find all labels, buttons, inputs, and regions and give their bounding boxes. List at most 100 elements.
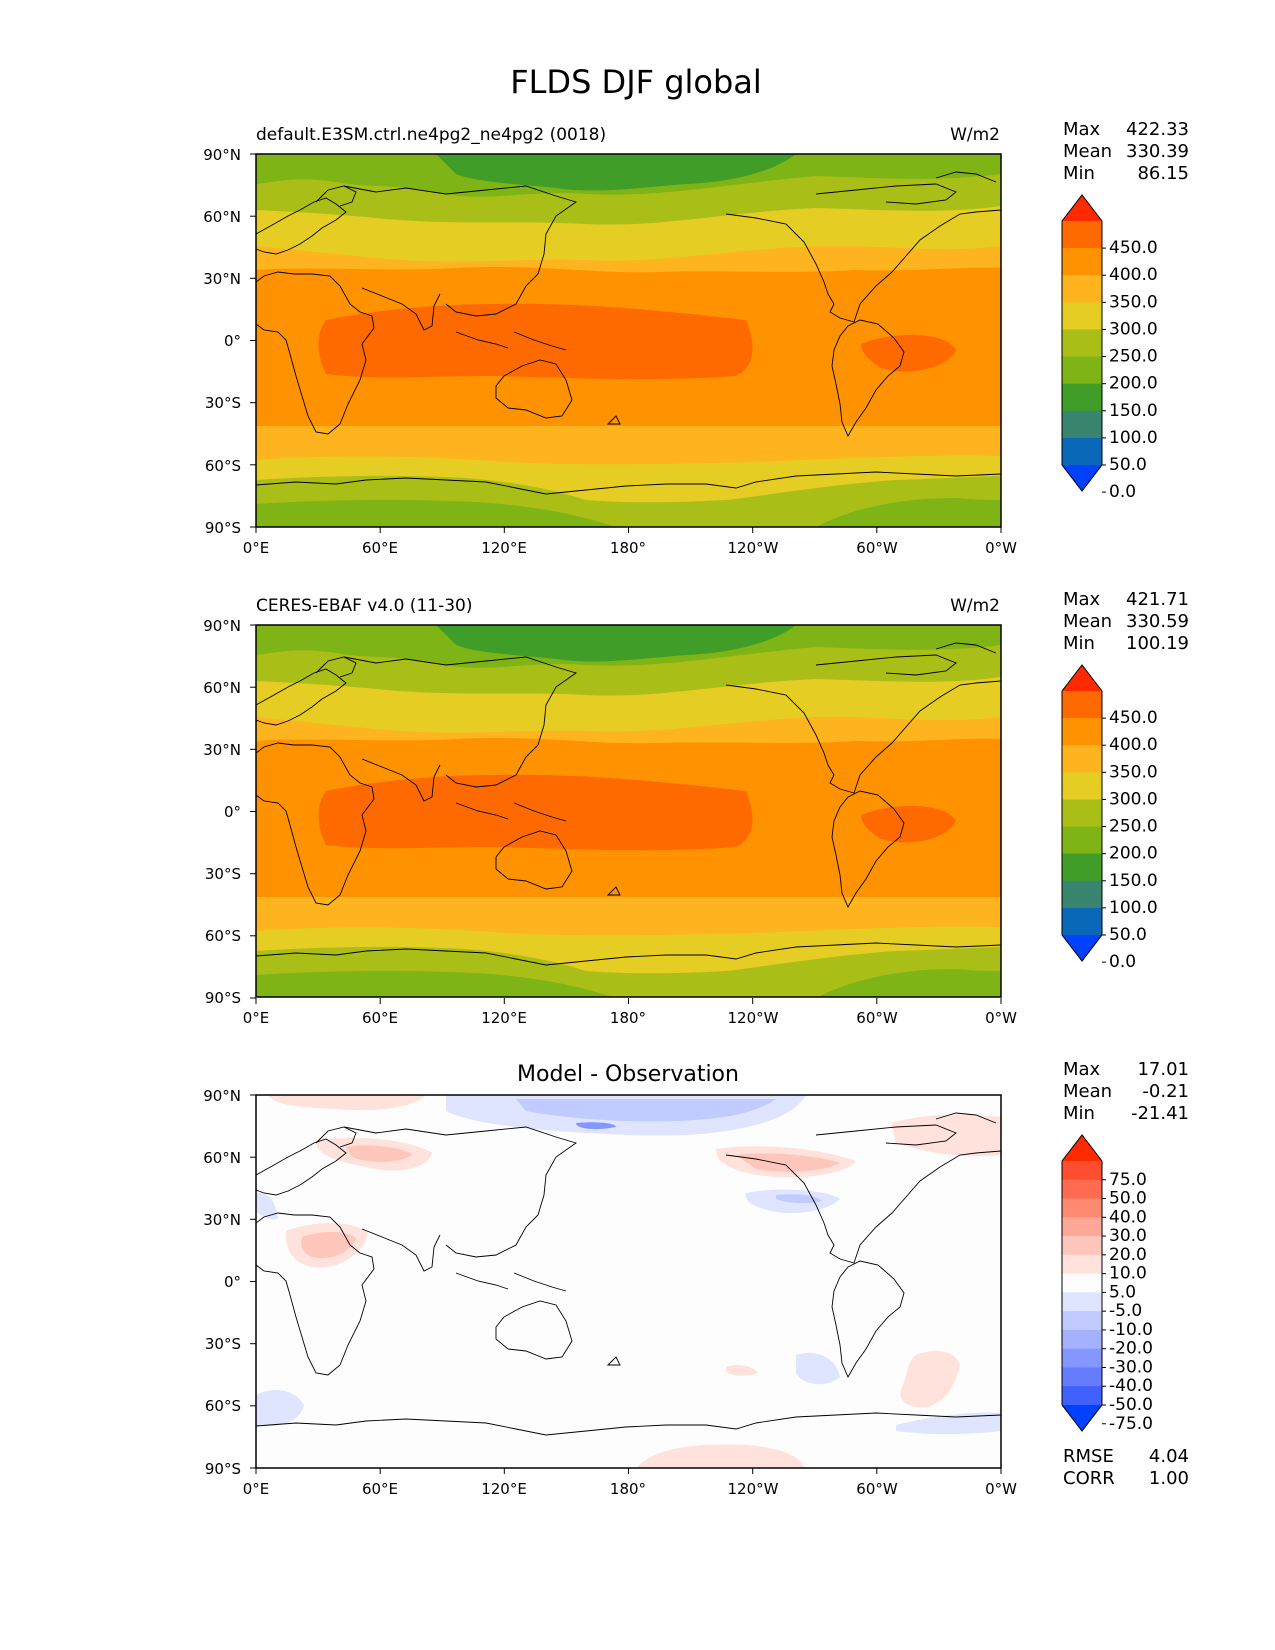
- colorbar-extend-min: [1062, 465, 1102, 491]
- colorbar: 75.050.040.030.020.010.05.0-5.0-10.0-20.…: [1061, 1134, 1153, 1434]
- lon-label: 0°W: [985, 1480, 1017, 1498]
- colorbar-tick-label: -10.0: [1109, 1320, 1153, 1340]
- lon-label: 60°W: [856, 1009, 898, 1027]
- colorbar-tick-label: 350.0: [1109, 762, 1158, 782]
- colorbar-segment: [1062, 437, 1102, 466]
- lon-label: 120°W: [728, 1480, 779, 1498]
- lon-label: 0°W: [985, 1009, 1017, 1027]
- colorbar-segment: [1062, 275, 1102, 303]
- colorbar-tick-label: 5.0: [1109, 1282, 1136, 1302]
- colorbar-segment: [1062, 221, 1102, 249]
- stat-label: Mean: [1063, 611, 1112, 632]
- colorbar-segment: [1062, 1348, 1102, 1368]
- colorbar-tick-label: 400.0: [1109, 735, 1158, 755]
- lat-label: 90°N: [203, 617, 241, 635]
- colorbar-segment: [1062, 1367, 1102, 1387]
- colorbar-segment: [1062, 1236, 1102, 1256]
- colorbar-tick-label: 450.0: [1109, 238, 1158, 258]
- colorbar-segment: [1062, 1179, 1102, 1200]
- lon-label: 60°E: [362, 1480, 398, 1498]
- colorbar-tick-label: 300.0: [1109, 789, 1158, 809]
- lat-label: 0°: [224, 332, 241, 350]
- map-plot: [256, 1095, 1001, 1468]
- colorbar-segment: [1062, 1254, 1102, 1275]
- lat-tick-labels: 90°N 60°N 30°N 0° 30°S 60°S 90°S: [203, 617, 241, 1007]
- stats-block: Max 17.01 Mean -0.21 Min -21.41: [1063, 1059, 1189, 1124]
- lon-label: 0°E: [243, 1480, 270, 1498]
- colorbar-tick-label: -50.0: [1109, 1395, 1153, 1415]
- colorbar-segment: [1062, 248, 1102, 276]
- stat-label: Max: [1063, 119, 1101, 140]
- lat-label: 90°N: [203, 1087, 241, 1105]
- lon-tick-labels: 0°E 60°E 120°E 180° 120°W 60°W 0°W: [243, 1009, 1017, 1027]
- metrics-block: RMSE 4.04 CORR 1.00: [1063, 1446, 1189, 1489]
- colorbar-segment: [1062, 1292, 1102, 1312]
- map-plot: [256, 625, 1001, 997]
- colorbar-segment: [1062, 772, 1102, 800]
- lat-label: 0°: [224, 1273, 241, 1291]
- stat-value: 330.39: [1126, 141, 1189, 162]
- lat-label: 60°N: [203, 679, 241, 697]
- lat-label: 30°S: [205, 394, 241, 412]
- lon-label: 180°: [610, 1480, 646, 1498]
- panel-units: W/m2: [950, 125, 1000, 145]
- panel-left-title: default.E3SM.ctrl.ne4pg2_ne4pg2 (0018): [256, 125, 606, 145]
- lat-label: 90°S: [205, 519, 241, 537]
- colorbar-tick-label: 30.0: [1109, 1226, 1147, 1246]
- lon-label: 60°W: [856, 1480, 898, 1498]
- colorbar-segment: [1062, 1386, 1102, 1406]
- colorbar-tick-label: -5.0: [1109, 1301, 1142, 1321]
- colorbar-tick-label: 250.0: [1109, 347, 1158, 367]
- colorbar-tick-label: 300.0: [1109, 319, 1158, 339]
- colorbar-segment: [1062, 1217, 1102, 1237]
- colorbar: 450.0 400.0 350.0 300.0 250.0 200.0 150.0 100.0…: [1061, 664, 1158, 972]
- figure-title: FLDS DJF global: [510, 63, 762, 101]
- colorbar-extend-max: [1062, 665, 1102, 691]
- stat-label: Min: [1063, 163, 1095, 184]
- colorbar-segment: [1062, 356, 1102, 385]
- colorbar-extend-min: [1062, 1405, 1102, 1431]
- lon-label: 0°E: [243, 539, 270, 557]
- colorbar-tick-label: 50.0: [1109, 925, 1147, 945]
- colorbar-segment: [1062, 826, 1102, 855]
- colorbar-tick-label: -20.0: [1109, 1339, 1153, 1359]
- colorbar-tick-label: 50.0: [1109, 1189, 1147, 1209]
- lon-label: 120°E: [481, 1480, 527, 1498]
- lat-label: 60°S: [205, 1397, 241, 1415]
- colorbar-tick-label: 0.0: [1109, 482, 1136, 502]
- lon-label: 60°W: [856, 539, 898, 557]
- lon-label: 120°E: [481, 1009, 527, 1027]
- lat-label: 90°S: [205, 989, 241, 1007]
- panel-test: default.E3SM.ctrl.ne4pg2_ne4pg2 (0018) W…: [203, 119, 1189, 557]
- colorbar-segment: [1062, 718, 1102, 746]
- colorbar-tick-label: 200.0: [1109, 374, 1158, 394]
- colorbar-tick-label: 100.0: [1109, 898, 1158, 918]
- lon-tick-labels: 0°E 60°E 120°E 180° 120°W 60°W 0°W: [243, 1480, 1017, 1498]
- colorbar-segment: [1062, 880, 1102, 909]
- colorbar-segment: [1062, 1161, 1102, 1181]
- colorbar-tick-label: 40.0: [1109, 1207, 1147, 1227]
- colorbar-segment: [1062, 1198, 1102, 1218]
- panel-left-title: CERES-EBAF v4.0 (11-30): [256, 596, 472, 616]
- lon-label: 0°E: [243, 1009, 270, 1027]
- colorbar-segment: [1062, 1273, 1102, 1293]
- lat-label: 60°S: [205, 457, 241, 475]
- colorbar-tick-label: 150.0: [1109, 401, 1158, 421]
- colorbar-segment: [1062, 383, 1102, 412]
- colorbar-extend-max: [1062, 195, 1102, 221]
- colorbar: 450.0 400.0 350.0 300.0 250.0 200.0 150.0 100.0…: [1061, 194, 1158, 502]
- stat-value: 330.59: [1126, 611, 1189, 632]
- lon-tick-labels: 0°E 60°E 120°E 180° 120°W 60°W 0°W: [243, 539, 1017, 557]
- lon-label: 120°E: [481, 539, 527, 557]
- lat-label: 60°N: [203, 1149, 241, 1167]
- stat-label: Max: [1063, 1059, 1101, 1080]
- lon-label: 180°: [610, 539, 646, 557]
- colorbar-extend-max: [1062, 1135, 1102, 1161]
- colorbar-segment: [1062, 410, 1102, 439]
- colorbar-tick-label: -75.0: [1109, 1414, 1153, 1434]
- lat-tick-labels: 90°N 60°N 30°N 0° 30°S 60°S 90°S: [203, 1087, 241, 1478]
- colorbar-tick-label: 75.0: [1109, 1170, 1147, 1190]
- stat-value: 422.33: [1126, 119, 1189, 140]
- lat-tick-labels: 90°N 60°N 30°N 0° 30°S 60°S 90°S: [203, 146, 241, 537]
- colorbar-segment: [1062, 302, 1102, 330]
